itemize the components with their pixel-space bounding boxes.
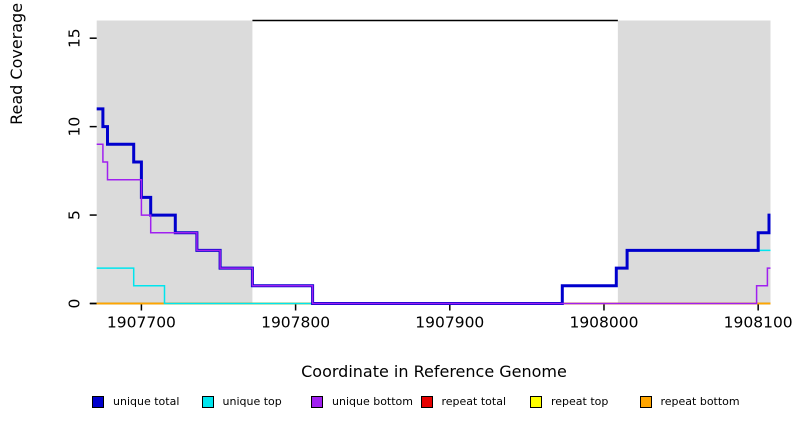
series-unique-bottom [96,143,771,305]
x-tick-label: 1907900 [415,314,484,332]
legend-item-repeat-top: repeat top [530,395,640,408]
x-tick-label: 1907700 [107,314,176,332]
legend-label: unique top [222,395,282,408]
legend-item-unique-total: unique total [92,395,202,408]
y-tick-label: 10 [66,117,84,137]
y-tick-label: 0 [66,299,84,309]
legend-item-unique-top: unique top [201,395,312,408]
y-tick-label: 15 [66,28,84,48]
shaded-region [96,20,253,304]
y-tick-label: 5 [66,210,84,220]
shaded-region [617,20,771,304]
legend-label: unique total [113,395,180,408]
legend-item-repeat-total: repeat total [420,395,531,408]
y-axis-title: Read Coverage Depth [7,0,26,125]
legend-item-repeat-bottom: repeat bottom [639,395,750,408]
legend-swatch [311,395,323,408]
legend-swatch [92,395,104,408]
x-tick-label: 1908100 [724,314,792,332]
legend-swatch [530,395,542,408]
legend-swatch [420,395,433,408]
legend-label: unique bottom [332,395,414,408]
legend-label: repeat top [551,395,609,408]
legend-swatch [639,395,652,408]
x-tick-label: 1908000 [569,314,638,332]
legend-item-unique-bottom: unique bottom [311,395,421,408]
legend-label: repeat total [441,395,507,408]
x-tick-label: 1907800 [261,314,330,332]
x-axis-title: Coordinate in Reference Genome [301,362,567,381]
legend-label: repeat bottom [660,395,740,408]
legend: unique total unique top unique bottom repea… [92,395,749,408]
legend-swatch [201,395,214,408]
